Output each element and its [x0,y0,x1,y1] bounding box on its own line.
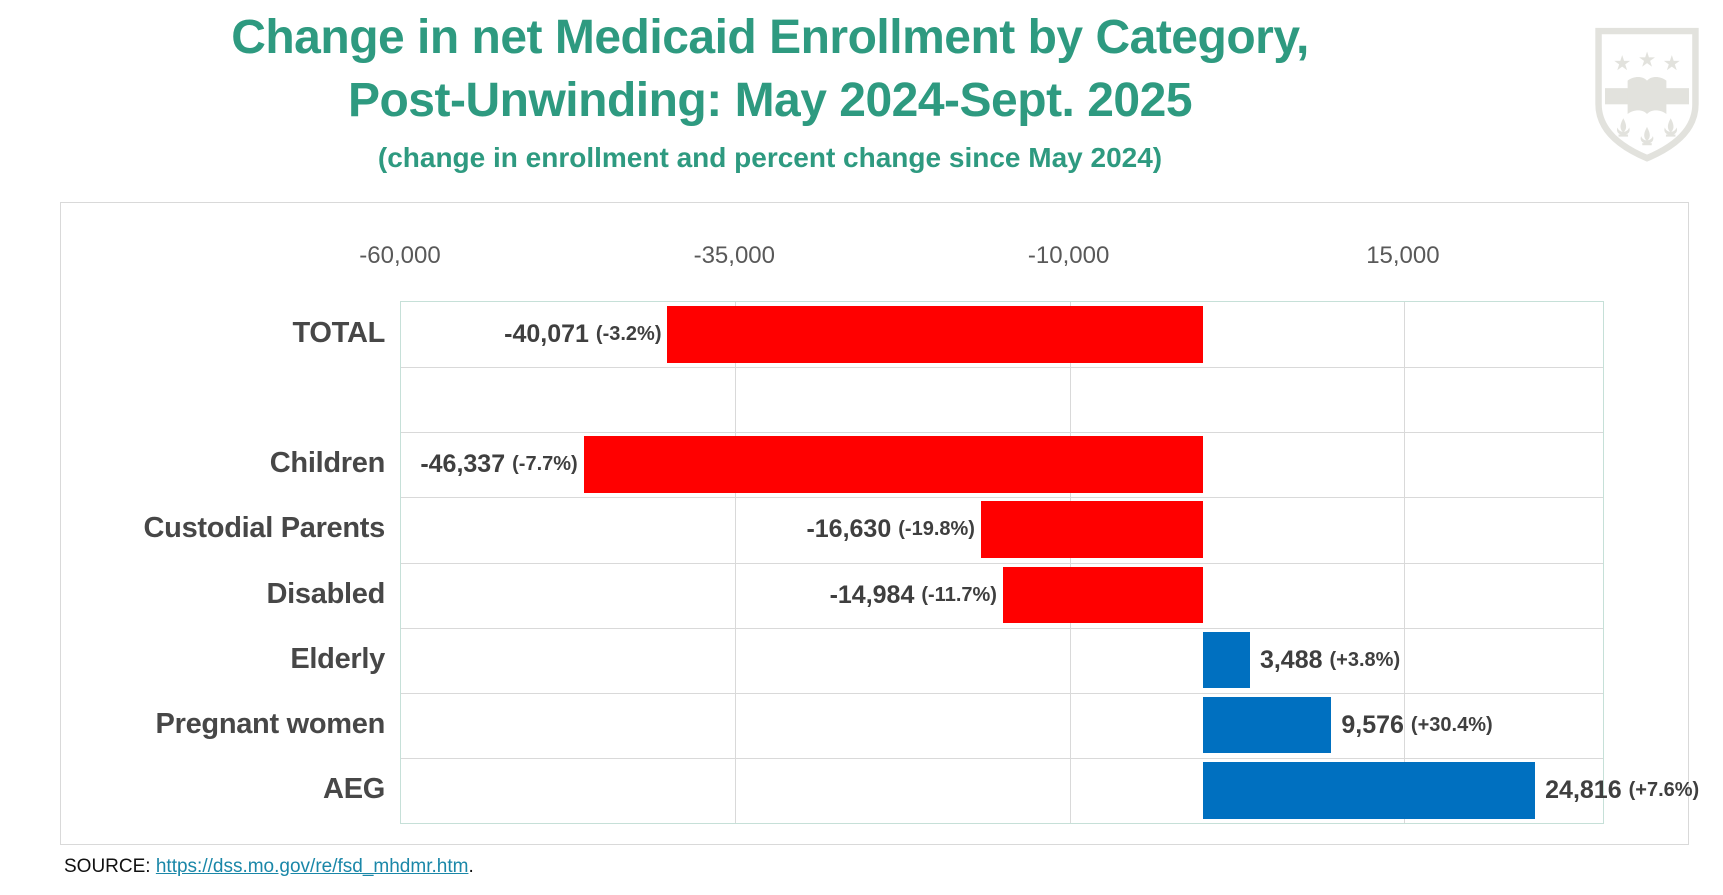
value-label-pregnant-women: 9,576 (+30.4%) [1341,693,1492,758]
fleur-de-lis-icon [1616,118,1678,146]
value-label-children: -46,337 (-7.7%) [420,432,577,497]
horizontal-gridline [401,692,1603,694]
value-percent: (-11.7%) [921,583,997,606]
horizontal-gridline [401,562,1603,564]
bar-disabled [1002,566,1204,624]
source-suffix: . [468,856,474,877]
value-label-total: -40,071 (-3.2%) [504,302,661,367]
value-number: -16,630 [806,515,892,544]
category-label-custodial-parents: Custodial Parents [143,512,386,545]
horizontal-gridline [401,497,1603,499]
value-percent: (+3.8%) [1329,648,1401,671]
bar-total [667,306,1204,363]
shield-star-icon: ★ [1613,52,1631,75]
value-number: -14,984 [829,580,915,609]
value-percent: (+30.4%) [1410,713,1493,736]
chart-header: Change in net Medicaid Enrollment by Cat… [0,6,1540,174]
value-percent: (-3.2%) [595,323,662,346]
x-axis-tick: -35,000 [693,242,775,269]
x-axis-tick: -60,000 [359,242,441,269]
horizontal-gridline [401,627,1603,629]
plot-area: -40,071 (-3.2%) -46,337 (-7.7%) -16,630 (-19.… [400,301,1699,824]
x-axis-tick: -10,000 [1027,242,1110,269]
category-label-disabled: Disabled [266,577,386,610]
x-axis: -60,000 -35,000 -10,000 15,000 [359,242,1602,278]
category-label-total: TOTAL [292,317,386,350]
source-link[interactable]: https://dss.mo.gov/re/fsd_mhdmr.htm [155,856,469,877]
value-label-elderly: 3,488 (+3.8%) [1260,628,1400,693]
shield-star-icon: ★ [1638,49,1656,72]
university-shield-logo: ★ ★ ★ [1595,27,1699,162]
value-percent: (-19.8%) [898,518,975,541]
bar-aeg [1203,761,1536,819]
bar-elderly [1203,631,1250,689]
shield-star-icon: ★ [1663,52,1681,75]
value-number: 24,816 [1545,775,1622,804]
category-label-elderly: Elderly [290,642,385,675]
x-axis-tick: 15,000 [1366,242,1440,269]
category-label-children: Children [269,447,386,480]
horizontal-gridline [401,367,1603,369]
bar-custodial-parents [980,501,1204,558]
value-number: 3,488 [1259,645,1323,674]
category-labels: TOTAL Children Custodial Parents Disabled El… [0,301,386,822]
chart-subtitle: (change in enrollment and percent change… [377,142,1163,173]
source-note: SOURCE: https://dss.mo.gov/re/fsd_mhdmr.… [64,856,474,878]
value-label-aeg: 24,816 (+7.6%) [1545,758,1699,823]
value-percent: (-7.7%) [512,453,578,476]
horizontal-gridline [401,757,1603,759]
bar-children [583,436,1204,493]
chart-title-line2: Post-Unwinding: May 2024-Sept. 2025 [347,74,1193,127]
value-number: -40,071 [504,320,589,349]
bar-pregnant-women [1203,696,1332,754]
horizontal-gridline [401,432,1603,434]
value-number: 9,576 [1341,710,1404,739]
value-label-disabled: -14,984 (-11.7%) [830,563,997,628]
category-label-pregnant-women: Pregnant women [155,707,386,740]
source-prefix: SOURCE: [64,856,156,877]
chart-title-line1: Change in net Medicaid Enrollment by Cat… [231,11,1309,64]
value-percent: (+7.6%) [1628,778,1700,801]
value-number: -46,337 [420,450,506,479]
shield-book-icon [1627,76,1667,114]
category-label-aeg: AEG [323,772,385,805]
value-label-custodial-parents: -16,630 (-19.8%) [806,497,975,562]
